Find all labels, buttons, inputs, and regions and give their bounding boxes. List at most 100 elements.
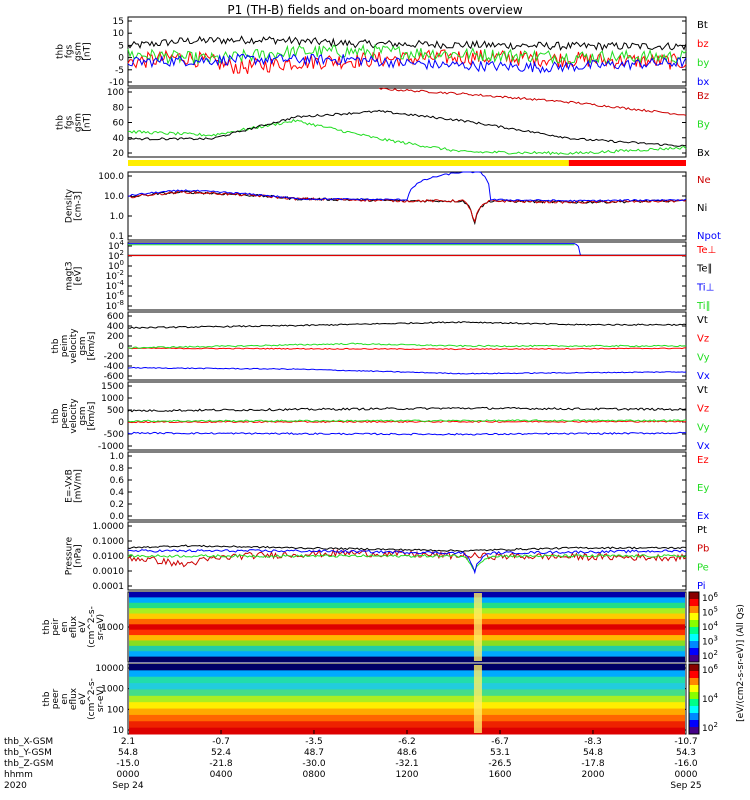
x-tick-label: -16.0 — [674, 759, 698, 769]
colorbar-band — [689, 627, 699, 635]
heatmap-band — [129, 613, 685, 620]
y-tick-label: 10-4 — [106, 279, 125, 292]
legend-vz: Vz — [697, 404, 709, 415]
y-axis-label: thb — [42, 619, 52, 634]
y-tick-label: 0.0100 — [93, 552, 125, 562]
heatmap-feature — [473, 593, 482, 661]
x-row-label: 2020 — [4, 781, 27, 791]
colorbar-tick-label: 106 — [702, 591, 718, 604]
x-tick-label: -26.5 — [488, 759, 511, 769]
panel-fgs: thb fgs gsm [nT] 15 10 5 0 -5 -10 Bt bz by bx — [56, 16, 709, 88]
y-tick-label: -5 — [115, 66, 124, 76]
y-tick-label: 100.0 — [98, 172, 124, 182]
legend-vy: Vy — [697, 352, 710, 363]
heatmap-band — [129, 640, 685, 647]
y-tick-label: 1.0 — [110, 212, 125, 222]
colorbar-band — [689, 634, 699, 642]
legend-vz: Vz — [697, 334, 709, 345]
y-tick-label: 0.0 — [110, 512, 125, 522]
y-tick-label: 40 — [113, 134, 125, 144]
y-axis-label: Pressure — [65, 536, 75, 575]
series-line-bz — [378, 87, 687, 116]
legend-pb: Pb — [697, 544, 709, 555]
y-tick-label: 102 — [108, 249, 124, 262]
y-tick-label: 1000 — [101, 685, 124, 695]
colorbar-band — [689, 678, 699, 686]
panel-frame — [127, 381, 687, 451]
x-tick-label: 0800 — [303, 770, 326, 780]
x-tick-label: 54.3 — [676, 748, 696, 758]
heatmap-band — [129, 689, 685, 697]
heatmap-band — [129, 597, 685, 604]
y-axis-label: thb — [42, 691, 52, 706]
heatmap-band — [129, 664, 685, 671]
y-tick-label: 10000 — [95, 664, 124, 674]
y-axis-label: [eV] — [74, 267, 84, 286]
x-row-label: thb_Y-GSM — [4, 748, 52, 758]
legend-bx: Bx — [697, 148, 710, 159]
colorbar-band — [689, 648, 699, 656]
x-row-label: thb_X-GSM — [4, 737, 53, 747]
panel-peir: thb peir en eflux eV (cm^2-s-sr-eV)1000 — [42, 591, 687, 663]
colorbar-band — [689, 699, 699, 707]
legend-by: by — [697, 58, 709, 69]
colorbar-band — [689, 641, 699, 649]
y-axis-label: velocity — [69, 328, 79, 364]
colorbar-frame — [688, 663, 700, 735]
series-line-vx — [127, 366, 687, 375]
panel-frame — [127, 241, 687, 311]
y-axis-label: eV — [78, 692, 88, 705]
y-axis-label: gsm — [78, 406, 88, 425]
y-tick-label: 5 — [118, 41, 124, 51]
y-axis-label: sr-eV) — [96, 686, 106, 712]
colorbar-tick-label: 104 — [702, 620, 718, 633]
heatmap-band — [129, 683, 685, 690]
panel-density: Density [cm-3] 100.0 10.0 1.0 0.1 Ne Ni Npot — [65, 171, 721, 242]
panel-fgs_dsl: thb fgs gsm [nT] 100 80 60 40 20 Bz By Bx — [56, 87, 710, 159]
y-axis-label: Density — [65, 188, 75, 223]
legend-by: By — [697, 120, 710, 131]
series-line-bx — [127, 52, 687, 74]
y-tick-label: 100 — [107, 705, 124, 715]
series-line-vt — [127, 321, 687, 329]
y-axis-label: (cm^2-s- — [87, 606, 97, 648]
x-tick-label: Sep 24 — [112, 781, 144, 791]
y-axis-label: velocity — [69, 398, 79, 434]
panel-efield: E=-VxB [mV/m] 1.0 0.8 0.6 0.4 0.2 0.0 Ez Ey Ex — [65, 451, 709, 522]
y-tick-label: 20 — [113, 149, 125, 159]
y-tick-label: 1000 — [101, 394, 124, 404]
colorbar-band — [689, 671, 699, 679]
colorbar-tick-label: 105 — [702, 606, 718, 619]
y-axis-label: eV — [78, 620, 88, 633]
x-tick-label: -21.8 — [209, 759, 233, 769]
colorbar-band — [689, 720, 699, 728]
colorbar-label: [eV/(cm2-s-sr-eV)] (All Qs) — [736, 604, 746, 722]
y-axis-label: thb — [51, 408, 61, 423]
y-axis-label: gsm — [74, 42, 84, 61]
y-tick-label: 0.4 — [110, 488, 125, 498]
heatmap-band — [129, 645, 685, 652]
series-line-vy — [127, 342, 687, 349]
x-tick-label: -3.5 — [305, 737, 323, 747]
y-axis-label: thb — [56, 115, 66, 130]
y-tick-label: 100 — [108, 259, 124, 272]
heatmap-band — [129, 676, 685, 684]
y-axis-label: en — [60, 693, 70, 704]
series-line-pi — [127, 549, 687, 575]
colorbar-band — [689, 655, 699, 663]
heatmap-band — [129, 695, 685, 703]
series-line-vz — [127, 420, 687, 424]
series-line-bx — [127, 109, 687, 147]
y-tick-label: -200 — [104, 352, 125, 362]
series-line-by — [127, 118, 687, 156]
colorbar-band — [689, 599, 699, 607]
y-tick-label: 200 — [107, 332, 124, 342]
x-tick-label: 1600 — [489, 770, 512, 780]
y-axis-label: [nT] — [83, 113, 93, 131]
y-tick-label: 1500 — [101, 382, 124, 392]
heatmap-band — [129, 714, 685, 722]
x-tick-label: 0000 — [675, 770, 698, 780]
x-tick-label: 0400 — [210, 770, 233, 780]
y-axis-label: (cm^2-s- — [87, 678, 97, 720]
y-axis-label: [km/s] — [87, 332, 97, 361]
